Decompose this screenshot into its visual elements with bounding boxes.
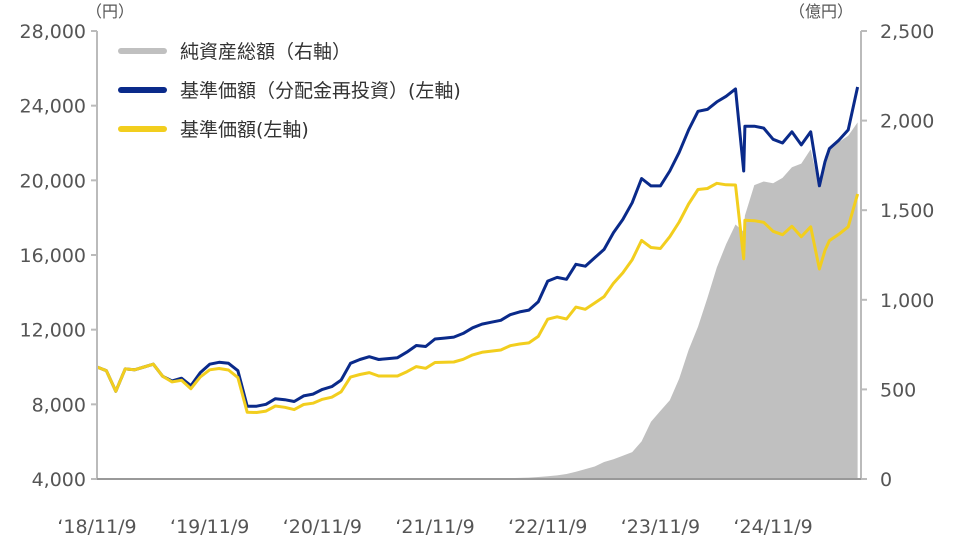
legend-label: 基準価額(左軸) xyxy=(180,119,309,141)
x-tick-label: ‘18/11/9 xyxy=(57,516,136,538)
nav-line xyxy=(96,181,860,414)
nav-reinvested-line xyxy=(96,86,860,408)
legend-label: 純資産総額（右軸） xyxy=(180,41,351,63)
x-tick-label: ‘22/11/9 xyxy=(508,516,587,538)
left-tick-label: 28,000 xyxy=(20,21,86,43)
left-tick-label: 24,000 xyxy=(20,96,86,118)
net-assets-area xyxy=(97,122,858,480)
right-tick-label: 2,500 xyxy=(880,21,934,43)
x-tick-label: ‘23/11/9 xyxy=(621,516,700,538)
right-tick-label: 2,000 xyxy=(880,111,934,133)
x-tick-label: ‘20/11/9 xyxy=(283,516,362,538)
x-tick-label: ‘24/11/9 xyxy=(733,516,812,538)
right-tick-label: 1,000 xyxy=(880,290,934,312)
right-tick-label: 500 xyxy=(880,379,916,401)
nav-lines-layer xyxy=(96,86,860,414)
left-tick-label: 20,000 xyxy=(20,170,86,192)
tick-labels: 4,000 8,000 12,000 16,000 20,000 24,000 28,000… xyxy=(20,21,935,538)
left-tick-label: 8,000 xyxy=(32,394,86,416)
left-tick-label: 16,000 xyxy=(20,245,86,267)
net-assets-area-layer xyxy=(97,122,858,480)
x-tick-label: ‘21/11/9 xyxy=(395,516,474,538)
left-tick-label: 12,000 xyxy=(20,320,86,342)
legend: 純資産総額（右軸） 基準価額（分配金再投資）(左軸) 基準価額(左軸) xyxy=(118,41,461,141)
right-tick-label: 1,500 xyxy=(880,200,934,222)
x-tick-label: ‘19/11/9 xyxy=(170,516,249,538)
legend-label: 基準価額（分配金再投資）(左軸) xyxy=(180,80,461,102)
right-axis-unit: （億円） xyxy=(789,2,853,21)
left-tick-label: 4,000 xyxy=(32,469,86,491)
left-axis-unit: （円） xyxy=(86,2,134,21)
right-tick-label: 0 xyxy=(880,469,892,491)
